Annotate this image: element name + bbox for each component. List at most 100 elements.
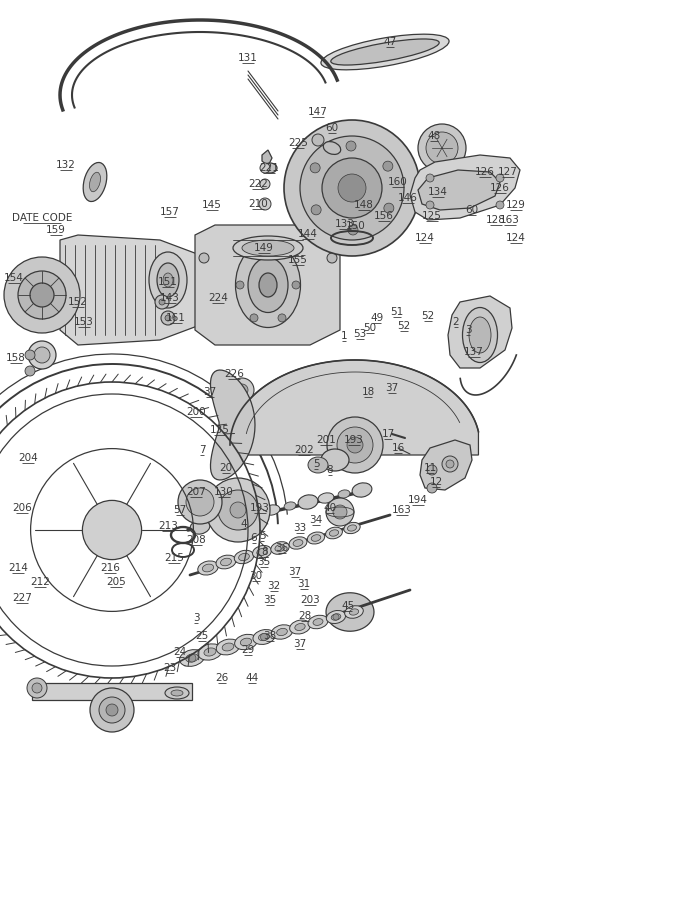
Text: 50: 50 xyxy=(363,323,377,333)
Ellipse shape xyxy=(234,550,253,563)
Text: 159: 159 xyxy=(46,225,66,235)
Ellipse shape xyxy=(230,514,242,522)
Circle shape xyxy=(426,201,434,209)
Text: 31: 31 xyxy=(298,579,311,589)
Text: 128: 128 xyxy=(486,215,506,225)
Ellipse shape xyxy=(204,648,216,656)
Text: 37: 37 xyxy=(204,387,216,397)
Circle shape xyxy=(250,314,258,322)
Circle shape xyxy=(106,704,118,716)
Text: 227: 227 xyxy=(12,593,32,603)
Text: 23: 23 xyxy=(163,663,176,673)
Polygon shape xyxy=(60,235,200,345)
Circle shape xyxy=(384,203,394,213)
Text: 35: 35 xyxy=(263,595,276,605)
Text: 57: 57 xyxy=(174,505,187,515)
Text: 51: 51 xyxy=(391,307,404,317)
Ellipse shape xyxy=(234,634,258,650)
Text: 52: 52 xyxy=(398,321,411,331)
Ellipse shape xyxy=(313,618,323,625)
Circle shape xyxy=(418,124,466,172)
Ellipse shape xyxy=(253,546,272,559)
Text: 11: 11 xyxy=(424,463,437,473)
Circle shape xyxy=(311,205,321,215)
Polygon shape xyxy=(326,593,374,631)
Ellipse shape xyxy=(264,505,280,516)
Text: 36: 36 xyxy=(275,543,288,553)
Text: 194: 194 xyxy=(408,495,428,505)
Text: 151: 151 xyxy=(158,277,178,287)
Text: 216: 216 xyxy=(100,563,120,573)
Circle shape xyxy=(442,456,458,472)
Text: 143: 143 xyxy=(160,293,180,303)
Text: 210: 210 xyxy=(248,199,268,209)
Circle shape xyxy=(327,253,337,263)
Text: DATE CODE: DATE CODE xyxy=(12,213,72,223)
Ellipse shape xyxy=(248,257,288,312)
Circle shape xyxy=(99,697,125,723)
Text: 163: 163 xyxy=(392,505,412,515)
Circle shape xyxy=(427,465,437,475)
Circle shape xyxy=(337,427,373,463)
Ellipse shape xyxy=(308,457,328,473)
Ellipse shape xyxy=(222,643,234,651)
Ellipse shape xyxy=(321,34,449,70)
Text: 34: 34 xyxy=(309,515,323,525)
Circle shape xyxy=(278,248,286,256)
Text: 37: 37 xyxy=(293,639,307,649)
Circle shape xyxy=(333,505,347,519)
Circle shape xyxy=(496,174,504,182)
Text: 8: 8 xyxy=(262,547,268,557)
Ellipse shape xyxy=(318,493,334,504)
Ellipse shape xyxy=(83,163,107,201)
Text: 154: 154 xyxy=(4,273,24,283)
Circle shape xyxy=(18,271,66,319)
Text: 2: 2 xyxy=(453,317,459,327)
Circle shape xyxy=(259,198,271,210)
Text: 16: 16 xyxy=(391,443,405,453)
Text: 3: 3 xyxy=(465,325,471,335)
Text: 124: 124 xyxy=(415,233,435,243)
Ellipse shape xyxy=(258,633,270,641)
Text: 127: 127 xyxy=(498,167,518,177)
Circle shape xyxy=(188,654,196,662)
Text: 224: 224 xyxy=(208,293,228,303)
Circle shape xyxy=(178,480,222,524)
Text: 18: 18 xyxy=(361,387,374,397)
Ellipse shape xyxy=(295,623,305,630)
Circle shape xyxy=(32,683,42,693)
Text: 1: 1 xyxy=(341,331,347,341)
Text: 160: 160 xyxy=(388,177,408,187)
Circle shape xyxy=(446,460,454,468)
Text: 202: 202 xyxy=(294,445,314,455)
Ellipse shape xyxy=(157,263,179,297)
Text: 53: 53 xyxy=(354,329,367,339)
Text: 150: 150 xyxy=(346,221,366,231)
Ellipse shape xyxy=(180,650,204,666)
Circle shape xyxy=(310,163,320,173)
Circle shape xyxy=(206,478,270,542)
Text: 6: 6 xyxy=(251,533,258,543)
Text: 5: 5 xyxy=(313,459,319,469)
Text: 28: 28 xyxy=(298,611,312,621)
Circle shape xyxy=(155,295,169,309)
Polygon shape xyxy=(410,155,520,220)
Ellipse shape xyxy=(284,502,296,510)
Text: 4: 4 xyxy=(241,519,247,529)
Text: 200: 200 xyxy=(186,407,206,417)
Polygon shape xyxy=(211,370,255,480)
Text: 213: 213 xyxy=(158,521,178,531)
Circle shape xyxy=(199,253,209,263)
Text: 193: 193 xyxy=(250,503,270,513)
Circle shape xyxy=(159,299,165,305)
Text: 201: 201 xyxy=(316,435,336,445)
Ellipse shape xyxy=(257,549,267,556)
Text: 32: 32 xyxy=(267,581,281,591)
Ellipse shape xyxy=(259,273,277,297)
Text: 161: 161 xyxy=(166,313,186,323)
Polygon shape xyxy=(32,683,192,700)
Ellipse shape xyxy=(352,482,372,497)
Text: 212: 212 xyxy=(30,577,50,587)
Circle shape xyxy=(260,633,267,641)
Text: 35: 35 xyxy=(258,557,271,567)
